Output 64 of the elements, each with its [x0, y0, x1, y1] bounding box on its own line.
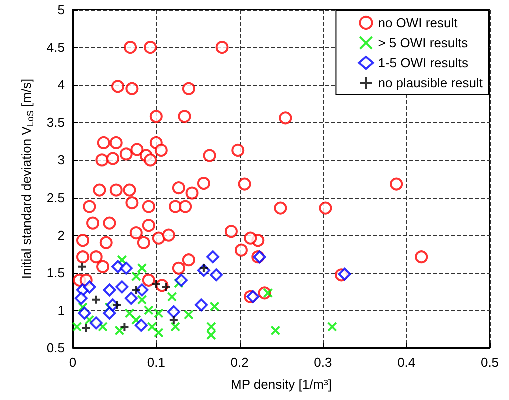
point	[84, 315, 95, 326]
point	[116, 280, 129, 294]
point	[124, 308, 135, 318]
point	[270, 326, 281, 336]
point	[90, 316, 103, 330]
point	[81, 323, 92, 334]
point	[134, 318, 148, 332]
point	[210, 268, 223, 282]
x-axis-title: MP density [1/m³]	[231, 377, 332, 392]
point	[167, 292, 178, 302]
point	[72, 322, 82, 332]
point	[184, 310, 194, 320]
point	[78, 302, 88, 312]
legend-label: no plausible result	[378, 76, 484, 90]
y-tick-label: 2.5	[46, 190, 65, 206]
y-tick-label: 4.5	[46, 40, 65, 56]
point	[131, 285, 142, 296]
point	[144, 305, 154, 316]
point	[246, 290, 260, 304]
point	[114, 326, 125, 336]
y-tick-label: 1.5	[46, 265, 65, 280]
point	[98, 322, 108, 332]
point	[77, 262, 88, 272]
y-tick-label: 5	[58, 2, 65, 18]
point	[174, 274, 188, 287]
point	[147, 322, 158, 332]
x-tick-label: 0.3	[314, 355, 332, 370]
x-tick-label: 0	[69, 355, 77, 370]
x-tick-label: 0.5	[480, 355, 500, 370]
point	[167, 305, 180, 318]
point	[91, 294, 102, 305]
point	[131, 272, 142, 282]
point	[154, 308, 164, 318]
y-tick-label: 3	[58, 152, 65, 168]
point	[338, 268, 352, 281]
point	[137, 294, 148, 305]
point	[137, 263, 148, 274]
point	[168, 315, 179, 326]
legend-label: 1-5 OWI results	[378, 56, 470, 70]
legend-label: no OWI result	[378, 16, 458, 30]
point	[210, 302, 220, 312]
y-tick-label: 1	[58, 302, 65, 318]
y-tick-label: 3.5	[46, 115, 65, 130]
legend-label: > 5 OWI results	[378, 36, 469, 50]
point	[154, 328, 164, 338]
point	[206, 250, 220, 264]
x-tick-label: 0.4	[398, 355, 416, 370]
point	[74, 292, 88, 305]
x-tick-label: 0.1	[147, 355, 166, 370]
x-tick-label: 0.2	[230, 355, 249, 370]
y-tick-label: 2	[58, 228, 65, 243]
point	[103, 284, 116, 297]
point	[103, 306, 116, 320]
y-tick-label: 4	[58, 78, 65, 93]
point	[78, 306, 92, 320]
point	[120, 262, 133, 275]
point	[194, 298, 208, 312]
point	[120, 322, 130, 332]
y-axis-title: Initial standard deviation VLoS [m/s]	[19, 78, 36, 280]
y-tick-label: 0.5	[46, 340, 65, 356]
point	[117, 255, 128, 266]
point	[170, 322, 181, 332]
point	[124, 292, 138, 305]
point	[327, 322, 338, 332]
